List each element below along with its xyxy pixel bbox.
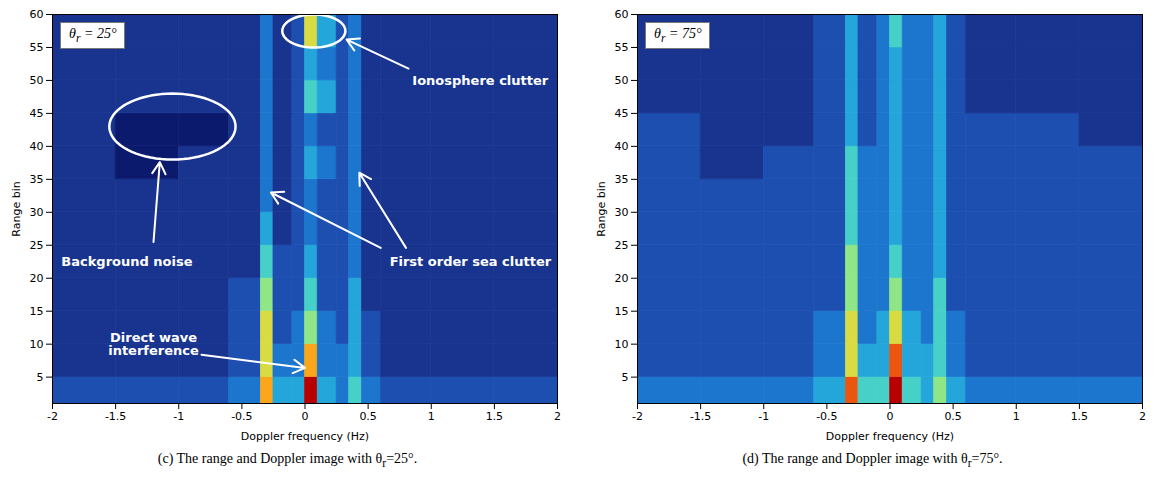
svg-text:-1: -1	[173, 410, 184, 423]
svg-text:5: 5	[37, 371, 44, 384]
svg-text:1.5: 1.5	[486, 410, 504, 423]
html-text:(d) The range and Doppler imag: (d) The range and Doppler image with θr=…	[742, 451, 1003, 470]
svg-text:40: 40	[30, 140, 44, 153]
svg-text:35: 35	[30, 173, 44, 186]
svg-text:50: 50	[615, 74, 629, 87]
svg-text:Doppler frequency (Hz): Doppler frequency (Hz)	[241, 430, 369, 443]
svg-text:40: 40	[615, 140, 629, 153]
svg-text:20: 20	[615, 272, 629, 285]
svg-text:1: 1	[1013, 410, 1020, 423]
svg-text:15: 15	[30, 305, 44, 318]
svg-text:45: 45	[30, 107, 44, 120]
svg-text:2: 2	[554, 410, 561, 423]
svg-text:Background noise: Background noise	[61, 254, 192, 269]
svg-text:First order sea clutter: First order sea clutter	[390, 254, 552, 269]
svg-text:55: 55	[615, 41, 629, 54]
svg-text:25: 25	[615, 239, 629, 252]
svg-text:10: 10	[30, 338, 44, 351]
svg-text:35: 35	[615, 173, 629, 186]
svg-text:45: 45	[615, 107, 629, 120]
svg-text:10: 10	[615, 338, 629, 351]
svg-text:-2: -2	[47, 410, 58, 423]
svg-text:Range bin: Range bin	[595, 181, 608, 236]
svg-text:1: 1	[428, 410, 435, 423]
svg-text:30: 30	[615, 206, 629, 219]
svg-text:30: 30	[30, 206, 44, 219]
svg-text:-2: -2	[632, 410, 643, 423]
svg-text:Direct waveinterference: Direct waveinterference	[108, 330, 199, 358]
svg-text:60: 60	[615, 8, 629, 21]
svg-text:55: 55	[30, 41, 44, 54]
svg-text:5: 5	[622, 371, 629, 384]
svg-text:Range bin: Range bin	[10, 181, 23, 236]
svg-text:0: 0	[887, 410, 894, 423]
svg-text:50: 50	[30, 74, 44, 87]
svg-text:25: 25	[30, 239, 44, 252]
svg-text:-1.5: -1.5	[105, 410, 126, 423]
svg-text:60: 60	[30, 8, 44, 21]
svg-text:0: 0	[302, 410, 309, 423]
svg-text:0.5: 0.5	[359, 410, 377, 423]
svg-text:Doppler frequency (Hz): Doppler frequency (Hz)	[826, 430, 954, 443]
svg-text:2: 2	[1139, 410, 1146, 423]
svg-text:15: 15	[615, 305, 629, 318]
svg-text:-0.5: -0.5	[816, 410, 837, 423]
svg-text:-1.5: -1.5	[690, 410, 711, 423]
svg-text:-0.5: -0.5	[231, 410, 252, 423]
svg-text:1.5: 1.5	[1071, 410, 1089, 423]
html-text:θr= 75°: θr= 75°	[654, 26, 702, 45]
svg-text:-1: -1	[758, 410, 769, 423]
svg-text:0.5: 0.5	[944, 410, 962, 423]
html-text:(c) The range and Doppler imag: (c) The range and Doppler image with θr=…	[157, 451, 418, 470]
svg-text:Ionosphere clutter: Ionosphere clutter	[412, 73, 548, 88]
html-text:θr= 25°: θr= 25°	[69, 26, 117, 45]
svg-text:20: 20	[30, 272, 44, 285]
